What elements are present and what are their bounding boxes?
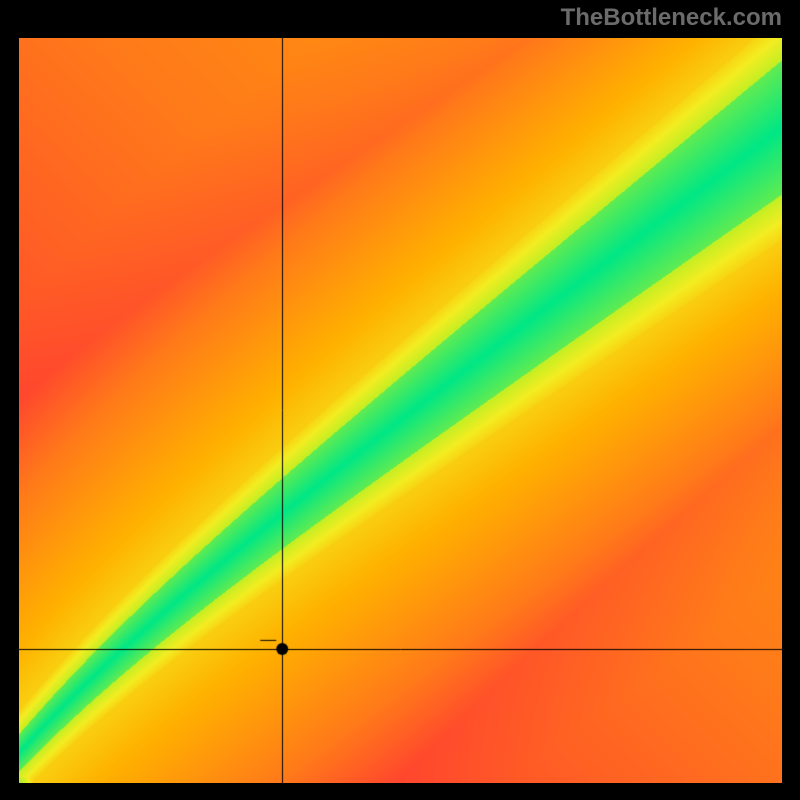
bottleneck-heatmap xyxy=(19,38,782,783)
watermark-text: TheBottleneck.com xyxy=(561,4,782,32)
chart-frame: TheBottleneck.com xyxy=(0,0,800,800)
